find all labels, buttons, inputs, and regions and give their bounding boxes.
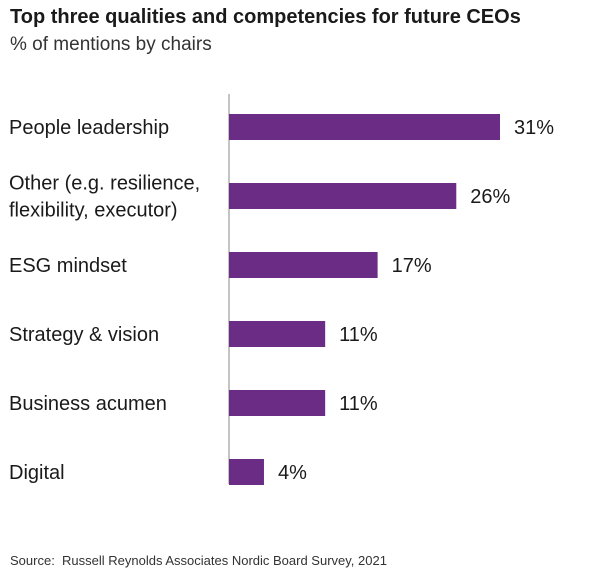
- category-label: ESG mindset: [9, 255, 127, 277]
- value-label: 26%: [470, 186, 510, 208]
- category-label: Other (e.g. resilience,: [9, 173, 200, 195]
- category-label: People leadership: [9, 117, 169, 139]
- value-label: 4%: [278, 462, 307, 484]
- category-label: Digital: [9, 462, 65, 484]
- category-label: Business acumen: [9, 393, 167, 415]
- bar: [229, 183, 457, 209]
- source-note: Source: Russell Reynolds Associates Nord…: [10, 553, 387, 568]
- bar: [229, 459, 264, 485]
- value-label: 17%: [392, 255, 432, 277]
- category-label: Strategy & vision: [9, 324, 159, 346]
- value-label: 11%: [339, 324, 378, 346]
- chart-title: Top three qualities and competencies for…: [10, 6, 521, 28]
- bar: [229, 252, 378, 278]
- chart-subtitle: % of mentions by chairs: [10, 34, 212, 55]
- value-labels-group: 31% 26% 17% 11% 11% 4%: [278, 117, 554, 484]
- value-label: 31%: [514, 117, 554, 139]
- category-label: flexibility, executor): [9, 200, 178, 222]
- bars-group: [229, 114, 500, 485]
- bar: [229, 390, 326, 416]
- bar: [229, 114, 500, 140]
- value-label: 11%: [339, 393, 378, 415]
- category-labels-group: People leadership Other (e.g. resilience,…: [9, 117, 200, 484]
- bar: [229, 321, 326, 347]
